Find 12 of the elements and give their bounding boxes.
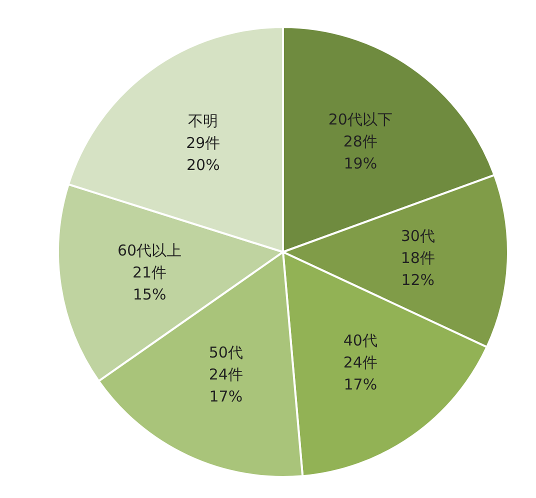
data-label: 28件 19% bbox=[343, 132, 378, 172]
data-label: 18件 12% bbox=[400, 248, 435, 289]
data-label: 24件 17% bbox=[343, 354, 378, 394]
data-label: 21件 15% bbox=[132, 264, 167, 304]
slice-label: 60代以上 bbox=[118, 242, 182, 260]
slice-label: 30代 bbox=[400, 226, 435, 245]
slice-label: 20代以下 bbox=[328, 110, 392, 128]
data-label: 24件 17% bbox=[208, 365, 243, 406]
slice-label: 40代 bbox=[343, 332, 378, 350]
slice-label: 50代 bbox=[208, 343, 243, 362]
slice-label: 不明 bbox=[188, 112, 218, 130]
data-label: 29件 20% bbox=[186, 134, 220, 174]
